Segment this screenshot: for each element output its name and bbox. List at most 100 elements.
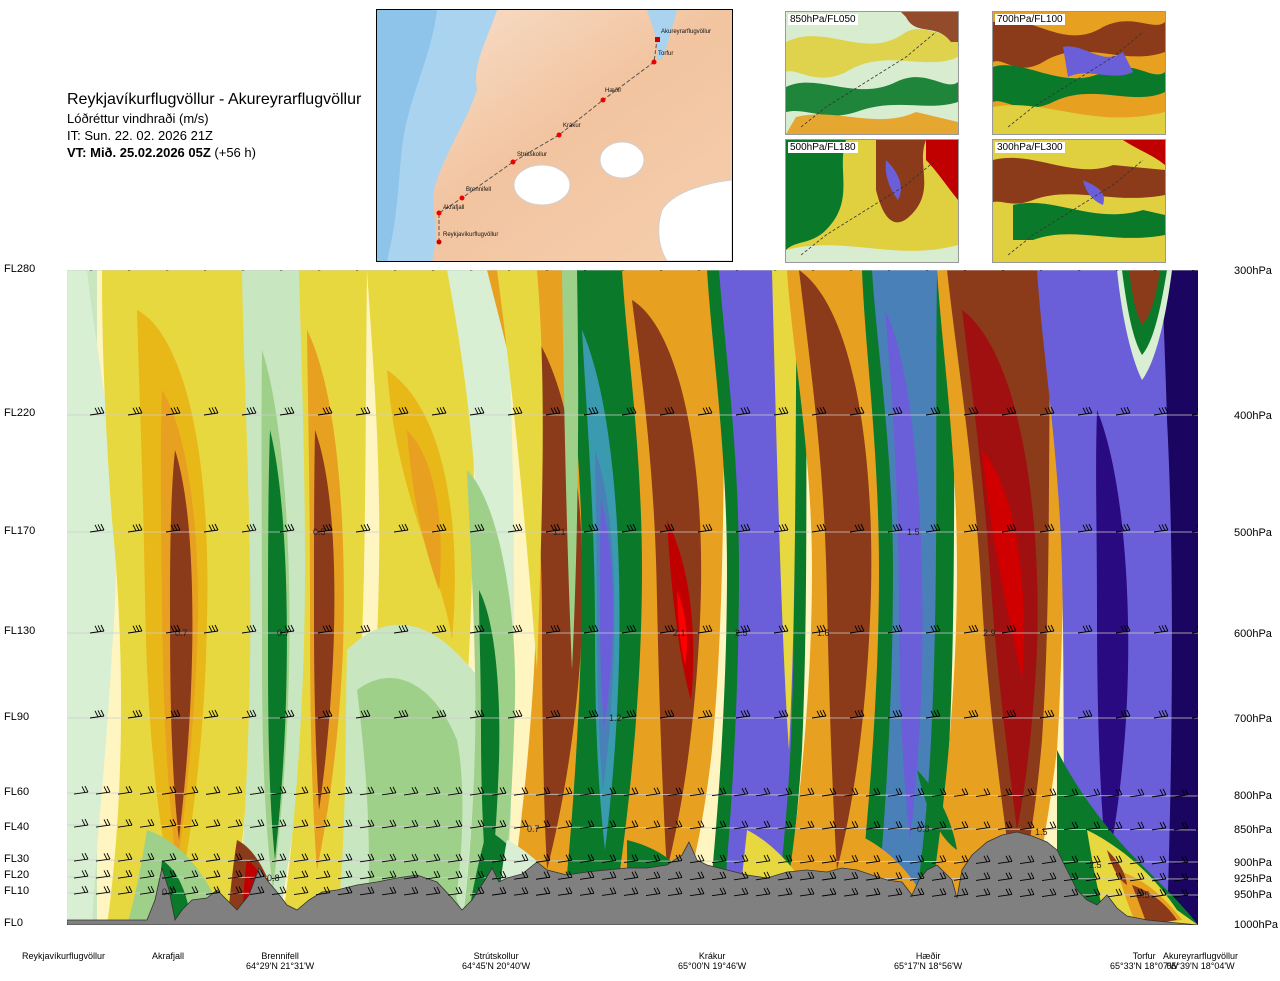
wind-barb <box>997 788 1013 797</box>
fl-label: FL280 <box>4 263 36 275</box>
wind-barb <box>865 871 881 881</box>
wind-barb <box>359 819 375 829</box>
wind-barb <box>545 709 561 719</box>
wind-barb <box>925 523 941 533</box>
wind-barb <box>513 819 529 829</box>
wind-barb <box>535 787 551 796</box>
hpa-label: 800hPa <box>1234 790 1272 802</box>
wind-barb <box>579 854 595 863</box>
map-place-label: Akrafjall <box>443 205 465 211</box>
wind-barb <box>623 854 639 863</box>
wind-barb <box>645 820 661 829</box>
wind-barb <box>203 406 219 416</box>
wind-barb <box>73 852 89 862</box>
wind-barbs <box>73 270 1198 898</box>
map-place-label: Hæðir <box>605 88 622 94</box>
wind-barb <box>621 709 637 719</box>
route-title: Reykjavíkurflugvöllur - Akureyrarflugvöl… <box>67 91 362 108</box>
wind-barb <box>811 523 827 533</box>
thumb-850hpa[interactable]: 850hPa/FL050 <box>785 11 959 135</box>
fl-label: FL40 <box>4 821 30 833</box>
wind-barb <box>659 709 675 719</box>
fl-label: FL90 <box>4 711 30 723</box>
station-label: Torfur 65°33'N 18°07'W <box>1110 951 1178 971</box>
wind-barb <box>1085 788 1101 798</box>
wind-barb <box>227 819 243 828</box>
wind-barb <box>1151 788 1167 798</box>
wind-barb <box>491 886 507 896</box>
wind-barb <box>249 870 265 879</box>
wind-barb <box>799 871 815 881</box>
wind-barb <box>337 786 353 796</box>
map-marker-akureyri <box>655 37 660 42</box>
wind-barb <box>773 523 789 533</box>
thumb-850hpa-graphic <box>786 12 958 134</box>
wind-barb <box>849 406 865 416</box>
wind-barb <box>293 786 309 796</box>
station-coord: 64°29'N 21°31'W <box>246 961 315 971</box>
wind-barb <box>535 887 551 896</box>
wind-barb <box>1129 872 1145 882</box>
wind-barb <box>1063 788 1079 798</box>
wind-barb <box>621 523 637 533</box>
wind-barb <box>843 854 859 864</box>
wind-barb <box>931 872 947 881</box>
wind-barb <box>579 871 595 880</box>
thumb-300hpa-graphic <box>993 140 1165 262</box>
wind-barb <box>89 523 105 533</box>
wind-barb <box>1129 888 1145 898</box>
wind-barb <box>887 820 903 830</box>
wind-barb <box>535 820 551 829</box>
map-marker-brennifell <box>459 195 465 201</box>
thumb-300hpa[interactable]: 300hPa/FL300 <box>992 139 1166 263</box>
wind-barb <box>469 853 485 863</box>
station-coord: 64°45'N 20°40'W <box>462 961 531 971</box>
wind-barb <box>381 870 397 880</box>
wind-barb <box>355 523 371 533</box>
wind-barb <box>469 886 485 896</box>
station-name: Brennifell <box>261 951 299 961</box>
wind-barb <box>359 886 375 896</box>
station-coord: 65°00'N 19°46'W <box>678 961 747 971</box>
wind-barb <box>249 886 265 895</box>
wind-barb <box>1077 523 1093 533</box>
thumb-700hpa[interactable]: 700hPa/FL100 <box>992 11 1166 135</box>
wind-barb <box>89 624 105 634</box>
wind-barb <box>1153 523 1169 533</box>
wind-barb <box>975 872 991 881</box>
init-time: IT: Sun. 22. 02. 2026 21Z <box>67 128 213 143</box>
wind-barb <box>249 786 265 795</box>
wind-barb <box>425 819 441 829</box>
thumb-500hpa[interactable]: 500hPa/FL180 <box>785 139 959 263</box>
wind-barb <box>1041 821 1057 831</box>
wind-barb <box>513 853 529 863</box>
route-map: Akureyrarflugvöllur Torfur Hæðir Krákur … <box>376 9 733 262</box>
wind-barb <box>1001 709 1017 719</box>
wind-barb <box>1019 788 1035 797</box>
thumb-label: 300hPa/FL300 <box>995 142 1065 153</box>
wind-barb <box>1039 709 1055 719</box>
wind-barb <box>545 523 561 533</box>
wind-barb <box>95 785 111 795</box>
wind-barb <box>381 786 397 796</box>
wind-barb <box>1173 821 1189 831</box>
wind-barb <box>227 870 243 879</box>
wind-barb <box>811 624 827 634</box>
wind-barb <box>755 887 771 897</box>
wind-barb <box>507 624 523 634</box>
wind-barb <box>227 886 243 895</box>
fl-label: FL10 <box>4 885 30 897</box>
wind-barb <box>811 709 827 719</box>
wind-barb <box>337 819 353 829</box>
wind-barb <box>909 872 925 881</box>
wind-barb <box>293 870 309 880</box>
wind-barb <box>1063 888 1079 898</box>
contour-label: 1.1 <box>553 527 566 537</box>
wind-barb <box>733 787 749 797</box>
wind-barb <box>469 786 485 796</box>
wind-barb <box>735 624 751 634</box>
wind-barb <box>1151 888 1167 898</box>
wind-barb <box>557 820 573 829</box>
wind-barb <box>755 820 771 830</box>
wind-barb <box>447 853 463 863</box>
